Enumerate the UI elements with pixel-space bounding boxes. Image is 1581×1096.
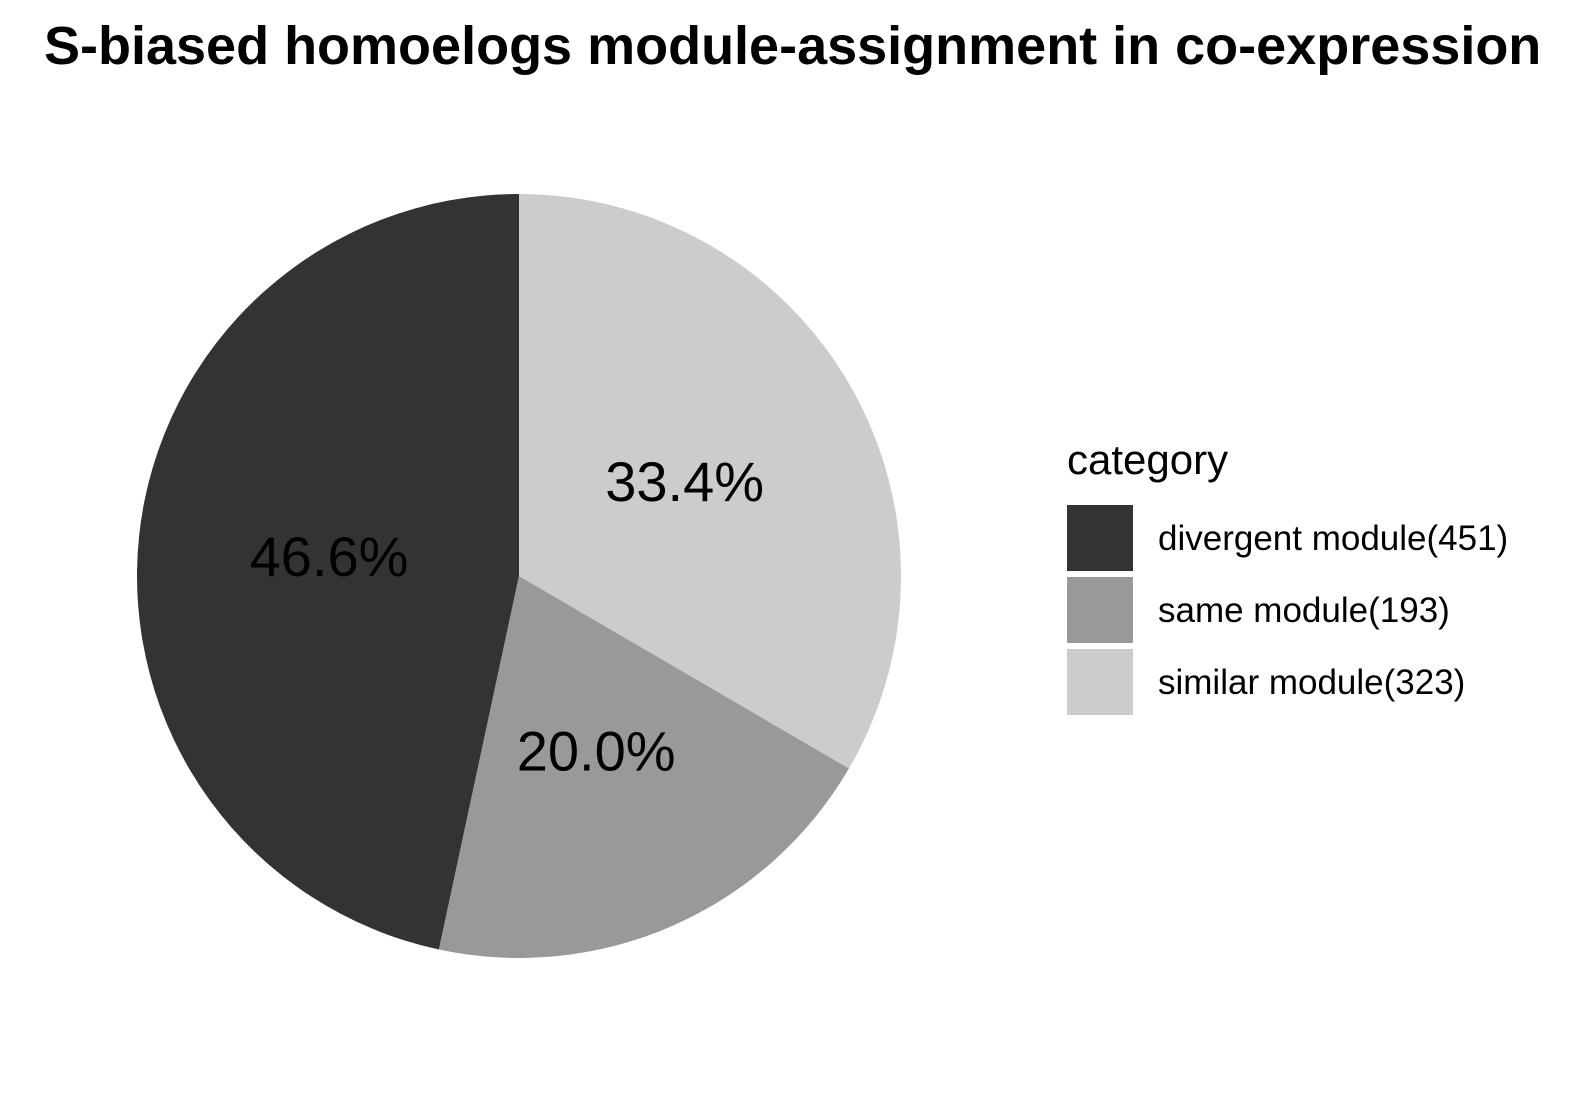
legend-label: divergent module(451)	[1158, 519, 1508, 558]
pie-slice-label: 33.4%	[605, 450, 764, 513]
pie-slice-label: 20.0%	[517, 720, 676, 783]
pie-slice-similar-module	[519, 194, 901, 769]
legend-key	[1067, 649, 1133, 715]
legend-label: same module(193)	[1158, 591, 1450, 630]
legend-title: category	[1067, 436, 1228, 483]
legend: category divergent module(451) same modul…	[1067, 436, 1508, 715]
pie-slice-label: 46.6%	[250, 525, 409, 588]
legend-key	[1067, 505, 1133, 571]
legend-label: similar module(323)	[1158, 663, 1465, 702]
pie-slice-labels: 46.6% 20.0% 33.4%	[250, 450, 764, 783]
pie-slice-same-module	[438, 576, 849, 958]
pie-slices	[136, 193, 901, 958]
pie-slice-divergent-module	[136, 193, 519, 950]
legend-key	[1067, 577, 1133, 643]
chart-title: S-biased homoelogs module-assignment in …	[44, 16, 1542, 76]
